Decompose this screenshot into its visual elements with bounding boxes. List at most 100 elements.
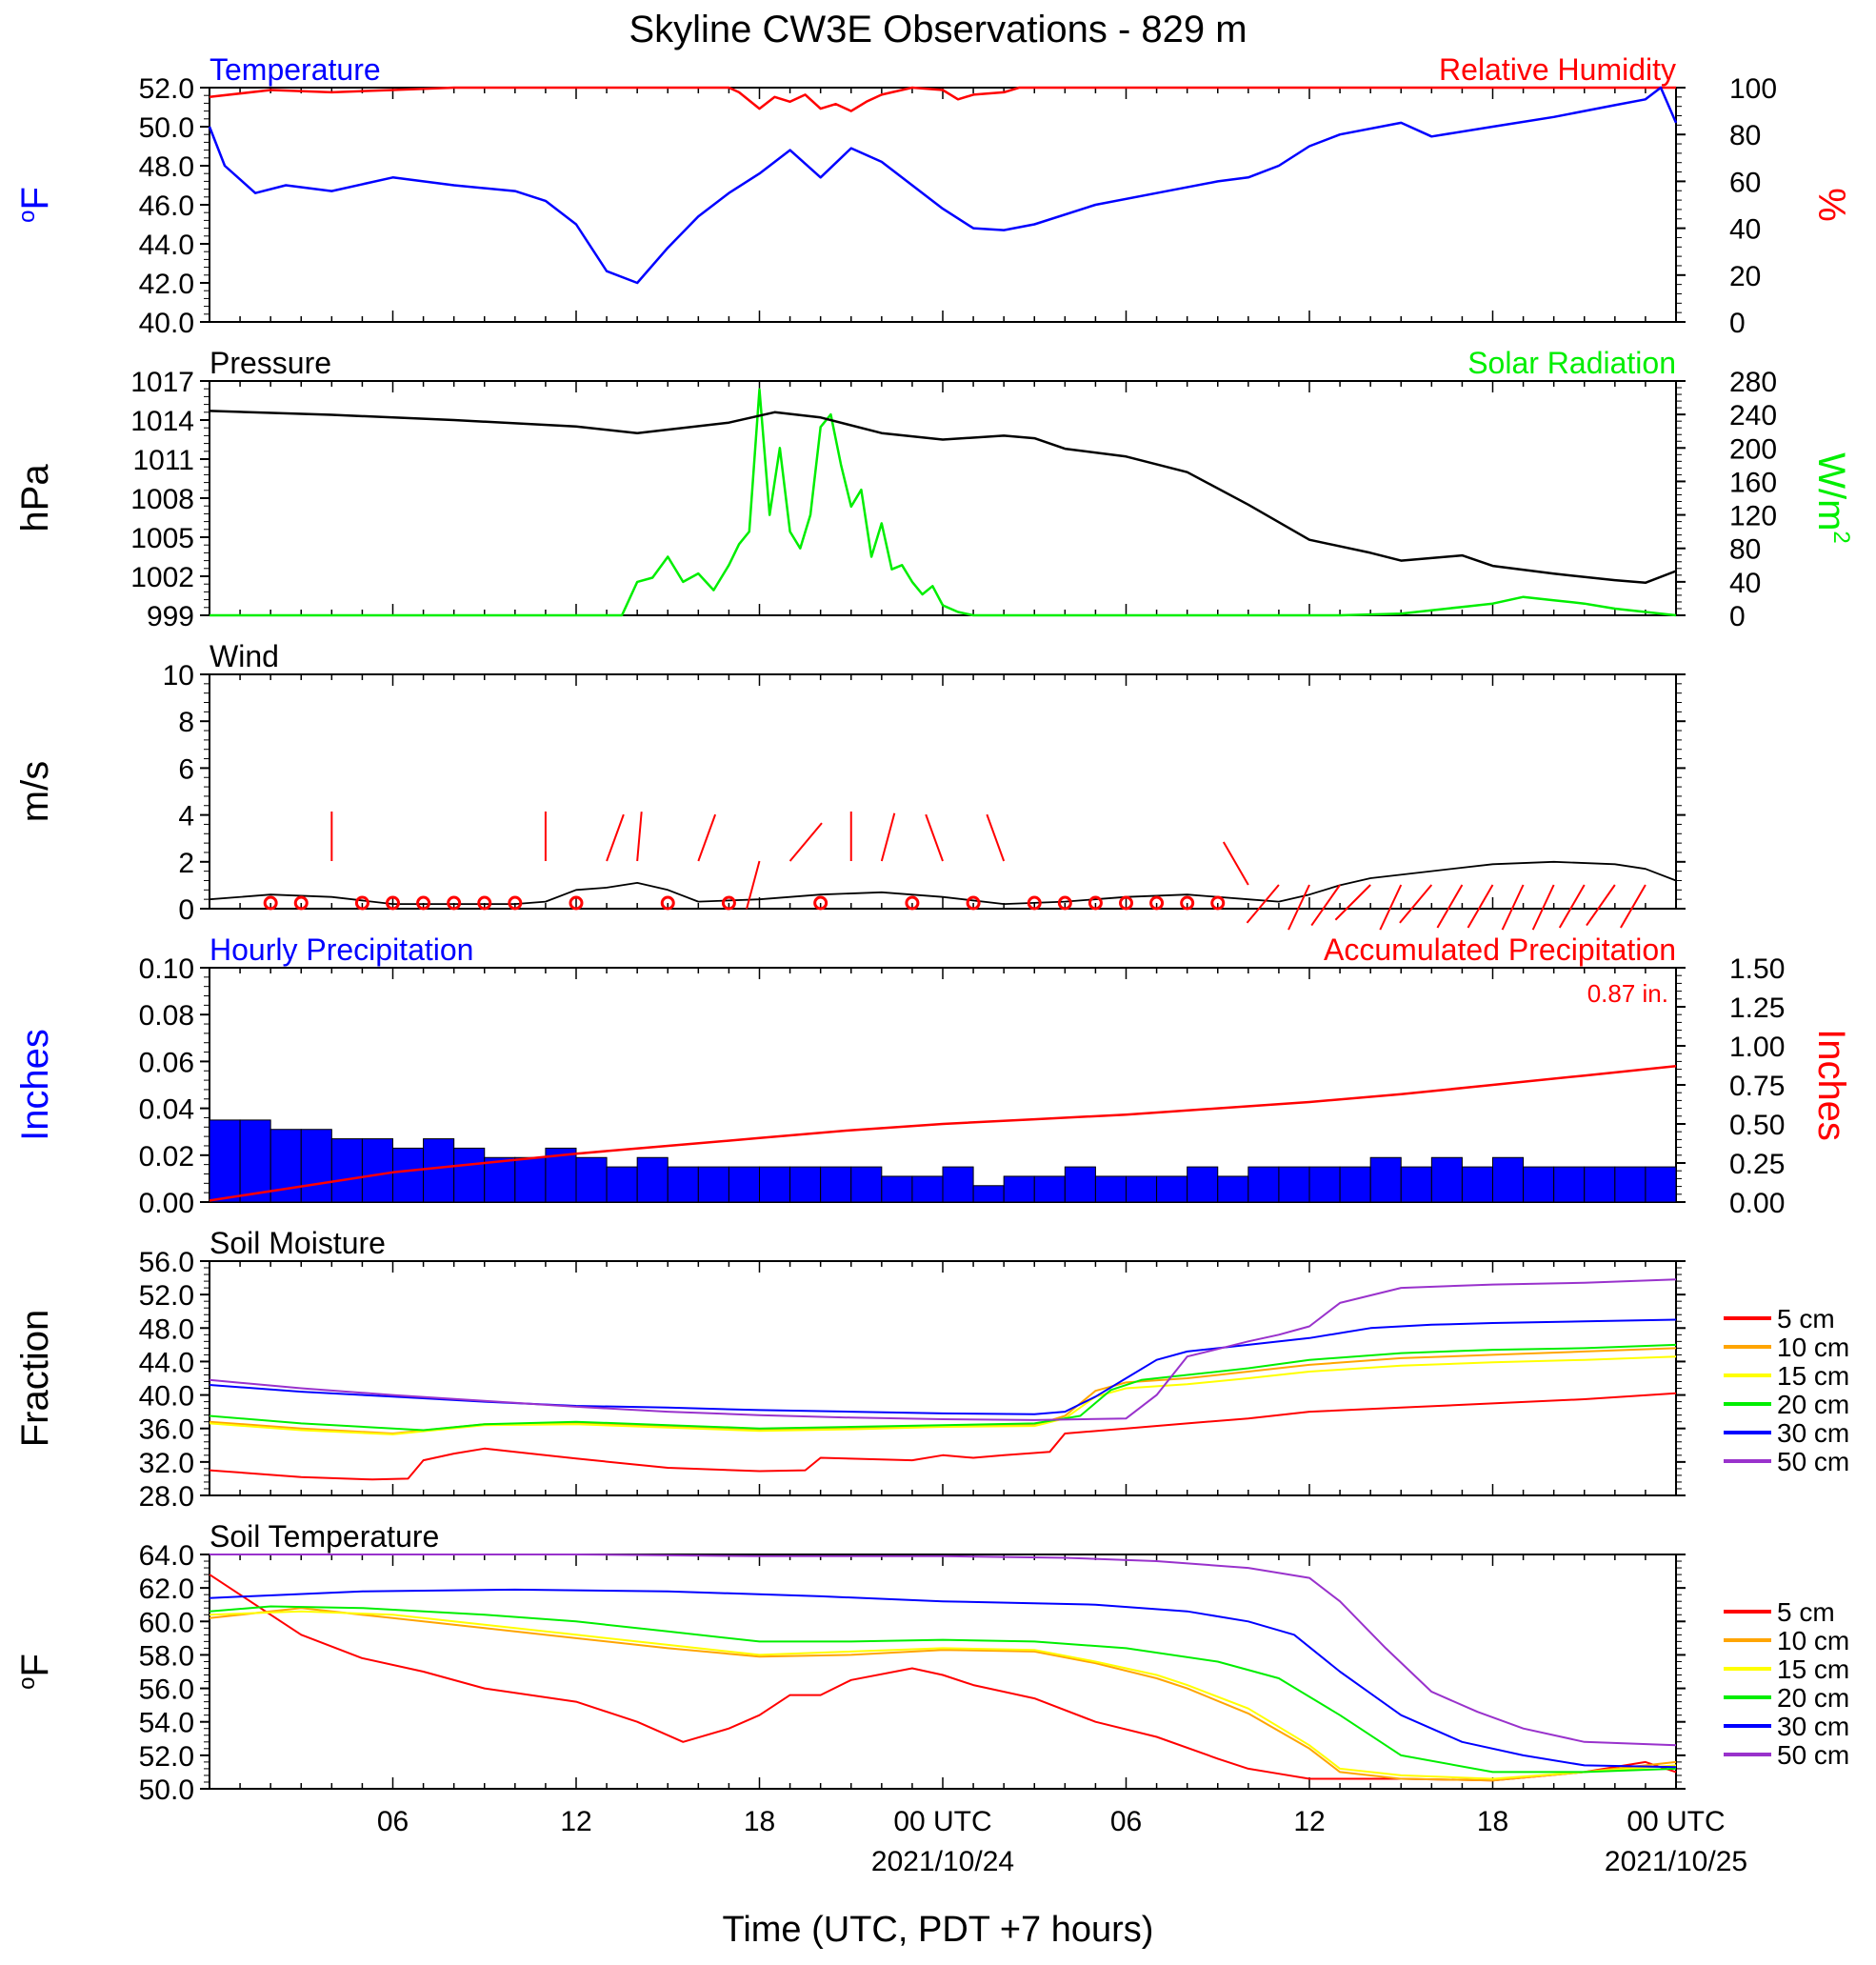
precip-bar (697, 1166, 729, 1203)
precip-bar (667, 1166, 699, 1203)
wind-calm-marker (660, 895, 675, 911)
panel-4-left-tick-label: 32.0 (139, 1448, 194, 1479)
wind-barb (1620, 884, 1646, 929)
precip-bar (423, 1138, 455, 1203)
panel-1-right-tick-label: 240 (1729, 400, 1777, 431)
panel-0-ylabel-left: oF (14, 187, 56, 223)
precip-bar (1064, 1166, 1096, 1203)
panel-5-ylabel-left: oF (14, 1654, 56, 1690)
wind-calm-marker (721, 895, 736, 911)
wind-calm-marker (966, 895, 981, 911)
series-relative-humidity (209, 86, 1676, 112)
soil-series-d15 (209, 1355, 1677, 1435)
wind-calm-marker (569, 895, 584, 911)
precip-bar (300, 1129, 332, 1203)
wind-calm-marker (813, 895, 828, 911)
precip-bar (575, 1156, 608, 1203)
panel-3-ylabel-right: Inches (1810, 1029, 1852, 1141)
accumulated-precip-annotation: 0.87 in. (1587, 979, 1668, 1008)
precip-bar (239, 1119, 271, 1203)
precip-bar (789, 1166, 822, 1203)
panel-1-left-tick-label: 1011 (132, 445, 194, 476)
soil-series-d15 (209, 1610, 1677, 1780)
panel-1-left-tick-label: 1008 (130, 484, 194, 515)
panel-1-right-tick-label: 200 (1729, 433, 1777, 465)
wind-calm-marker (1119, 895, 1133, 911)
legend-label-d20: 20 cm (1777, 1390, 1849, 1419)
legend-label-d50: 50 cm (1777, 1740, 1849, 1770)
panel-5-left-tick-label: 54.0 (139, 1708, 194, 1739)
panel-3-title-right: Accumulated Precipitation (1324, 932, 1676, 967)
panel-1-left-tick-label: 999 (147, 601, 194, 632)
panel-5-left-tick-label: 62.0 (139, 1574, 194, 1605)
panel-1-right-tick-label: 80 (1729, 534, 1761, 566)
panel-3-title-left: Hourly Precipitation (210, 932, 473, 967)
panel-3-right-tick-label: 0.75 (1729, 1071, 1785, 1102)
time-tick-label: 06 (1110, 1806, 1142, 1837)
wind-barb (1246, 884, 1280, 924)
wind-barb (1558, 884, 1586, 929)
wind-barb (1531, 884, 1555, 931)
precip-bar (1126, 1175, 1158, 1203)
wind-barb (986, 813, 1006, 862)
panel-3-ylabel-left: Inches (14, 1029, 56, 1141)
soil-series-d30 (209, 1588, 1677, 1769)
panel-0-title-left: Temperature (210, 52, 381, 87)
wind-barb (1310, 884, 1341, 927)
precip-bar (1094, 1175, 1127, 1203)
panel-0-left-tick-label: 42.0 (139, 269, 194, 300)
panel-3-right-tick-label: 0.25 (1729, 1149, 1785, 1180)
chart-panels: 40.042.044.046.048.050.052.0020406080100… (14, 52, 1854, 1877)
wind-calm-marker (1180, 895, 1195, 911)
precip-bar (728, 1166, 761, 1203)
time-tick-label: 18 (1477, 1806, 1508, 1837)
precip-bar (1156, 1175, 1188, 1203)
panel-4-title-left: Soil Moisture (210, 1226, 386, 1260)
precip-bar (881, 1175, 913, 1203)
panel-4-left-tick-label: 48.0 (139, 1313, 194, 1345)
wind-calm-marker (1210, 895, 1226, 911)
precip-bar (1217, 1175, 1249, 1203)
wind-barb (1222, 841, 1249, 886)
precip-bar (1614, 1166, 1646, 1203)
panel-0-left-tick-label: 48.0 (139, 151, 194, 183)
legend-label-d5: 5 cm (1777, 1597, 1835, 1627)
panel-2-left-tick-label: 2 (178, 848, 194, 879)
panel-0-right-tick-label: 20 (1729, 261, 1761, 292)
panel-5-left-tick-label: 52.0 (139, 1741, 194, 1773)
panel-1-ylabel-left: hPa (14, 464, 56, 532)
panel-3-right-tick-label: 1.00 (1729, 1032, 1785, 1063)
soil-series-d10 (209, 1607, 1677, 1782)
time-tick-label: 00 UTC (893, 1806, 991, 1837)
panel-3-right-tick-label: 1.50 (1729, 953, 1785, 985)
wind-barb (880, 812, 896, 862)
wind-calm-marker (905, 895, 920, 911)
soil-series-d5 (209, 1392, 1677, 1481)
wind-barb (1334, 884, 1371, 921)
panel-0-left-tick-label: 40.0 (139, 308, 194, 339)
wind-calm-marker (386, 895, 400, 911)
soil-series-d50 (210, 1554, 1677, 1747)
time-tick-label: 18 (744, 1806, 775, 1837)
panel-4-left-tick-label: 52.0 (139, 1280, 194, 1312)
wind-barb (1586, 884, 1616, 927)
panel-1-left-tick-label: 1017 (130, 367, 194, 398)
precip-bar (1278, 1166, 1310, 1203)
wind-barb (788, 822, 823, 862)
precip-bar (514, 1156, 547, 1203)
panel-3-left-tick-label: 0.08 (139, 1000, 194, 1032)
panel-4-left-tick-label: 56.0 (139, 1247, 194, 1278)
panel-0-left-tick-label: 50.0 (139, 112, 194, 144)
legend-label-d10: 10 cm (1777, 1626, 1849, 1655)
panel-1-ylabel-right: W/m2 (1810, 452, 1854, 544)
precip-bar (1369, 1156, 1402, 1203)
panel-4-left-tick-label: 28.0 (139, 1481, 194, 1513)
panel-3-left-tick-label: 0.04 (139, 1094, 194, 1126)
precip-bar (911, 1175, 944, 1203)
wind-barb (606, 813, 625, 862)
precip-bar (1553, 1166, 1586, 1203)
panel-5-left-tick-label: 60.0 (139, 1607, 194, 1638)
panel-3-left-tick-label: 0.02 (139, 1141, 194, 1173)
legend-label-d5: 5 cm (1777, 1304, 1835, 1333)
precip-bar (820, 1166, 852, 1203)
